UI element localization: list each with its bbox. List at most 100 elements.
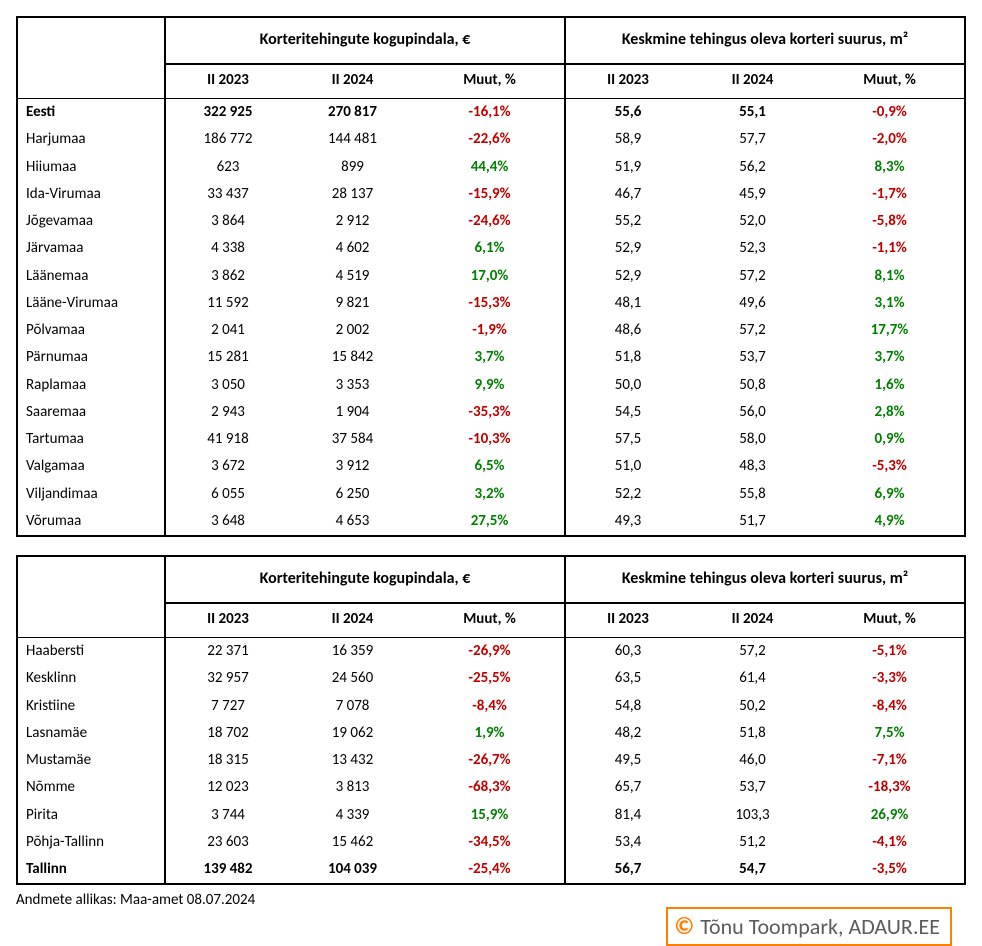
row-label: Nõmme (17, 774, 165, 801)
area-y1: 3 862 (165, 263, 290, 290)
header-blank (17, 17, 165, 64)
area-y2: 3 912 (290, 453, 415, 480)
area-y2: 4 602 (290, 235, 415, 262)
size-change: 0,9% (815, 426, 965, 453)
header-group-area: Korteritehingute kogupindala, € (165, 556, 565, 603)
area-y2: 15 462 (290, 829, 415, 856)
area-y2: 15 842 (290, 344, 415, 371)
area-y2: 899 (290, 154, 415, 181)
area-y2: 9 821 (290, 290, 415, 317)
area-y2: 28 137 (290, 181, 415, 208)
area-y2: 6 250 (290, 481, 415, 508)
size-change: -0,9% (815, 99, 965, 127)
area-y1: 41 918 (165, 426, 290, 453)
size-y2: 58,0 (690, 426, 815, 453)
area-change: 1,9% (415, 720, 565, 747)
size-y2: 51,7 (690, 508, 815, 536)
size-change: -5,1% (815, 638, 965, 666)
area-y1: 186 772 (165, 126, 290, 153)
size-change: 2,8% (815, 399, 965, 426)
row-label: Valgamaa (17, 453, 165, 480)
area-y1: 3 648 (165, 508, 290, 536)
size-y1: 58,9 (565, 126, 690, 153)
area-y1: 7 727 (165, 693, 290, 720)
size-y1: 51,8 (565, 344, 690, 371)
row-label: Kristiine (17, 693, 165, 720)
size-y1: 55,2 (565, 208, 690, 235)
area-change: 15,9% (415, 802, 565, 829)
area-y2: 2 002 (290, 317, 415, 344)
size-y1: 55,6 (565, 99, 690, 127)
table-counties: Korteritehingute kogupindala, € Keskmine… (16, 16, 966, 537)
header-group-size: Keskmine tehingus oleva korteri suurus, … (565, 17, 965, 64)
size-change: -3,3% (815, 665, 965, 692)
area-y2: 270 817 (290, 99, 415, 127)
size-change: 4,9% (815, 508, 965, 536)
size-change: -1,7% (815, 181, 965, 208)
area-y2: 16 359 (290, 638, 415, 666)
copyright-icon: © (674, 912, 694, 941)
size-y2: 46,0 (690, 747, 815, 774)
size-y1: 51,0 (565, 453, 690, 480)
size-y2: 57,2 (690, 317, 815, 344)
area-change: 44,4% (415, 154, 565, 181)
size-y2: 50,2 (690, 693, 815, 720)
table-row: Harjumaa186 772144 481-22,6%58,957,7-2,0… (17, 126, 965, 153)
size-change: 26,9% (815, 802, 965, 829)
credit-badge: © Tõnu Toompark, ADAUR.EE (666, 907, 952, 946)
area-change: -15,3% (415, 290, 565, 317)
area-y2: 13 432 (290, 747, 415, 774)
row-label: Viljandimaa (17, 481, 165, 508)
area-change: 6,1% (415, 235, 565, 262)
size-y1: 60,3 (565, 638, 690, 666)
area-change: -68,3% (415, 774, 565, 801)
area-y1: 3 744 (165, 802, 290, 829)
col-area-chg: Muut, % (415, 603, 565, 638)
size-y2: 48,3 (690, 453, 815, 480)
area-change: -25,4% (415, 856, 565, 884)
row-label: Tartumaa (17, 426, 165, 453)
area-y1: 18 702 (165, 720, 290, 747)
table-row: Hiiumaa62389944,4%51,956,28,3% (17, 154, 965, 181)
size-y1: 63,5 (565, 665, 690, 692)
size-y1: 49,5 (565, 747, 690, 774)
size-change: -18,3% (815, 774, 965, 801)
size-change: -5,3% (815, 453, 965, 480)
table-row: Põhja-Tallinn23 60315 462-34,5%53,451,2-… (17, 829, 965, 856)
row-label: Mustamäe (17, 747, 165, 774)
size-change: -2,0% (815, 126, 965, 153)
col-size-chg: Muut, % (815, 64, 965, 99)
table-row: Lasnamäe18 70219 0621,9%48,251,87,5% (17, 720, 965, 747)
area-y1: 32 957 (165, 665, 290, 692)
area-y1: 322 925 (165, 99, 290, 127)
table-row: Kesklinn32 95724 560-25,5%63,561,4-3,3% (17, 665, 965, 692)
size-y2: 54,7 (690, 856, 815, 884)
area-change: 17,0% (415, 263, 565, 290)
area-y2: 1 904 (290, 399, 415, 426)
table-row: Järvamaa4 3384 6026,1%52,952,3-1,1% (17, 235, 965, 262)
table-row: Läänemaa3 8624 51917,0%52,957,28,1% (17, 263, 965, 290)
size-y2: 103,3 (690, 802, 815, 829)
table-row: Tartumaa41 91837 584-10,3%57,558,00,9% (17, 426, 965, 453)
row-label: Järvamaa (17, 235, 165, 262)
size-change: 3,1% (815, 290, 965, 317)
size-y1: 57,5 (565, 426, 690, 453)
area-change: 3,7% (415, 344, 565, 371)
area-y1: 3 050 (165, 372, 290, 399)
row-label: Põlvamaa (17, 317, 165, 344)
table-row: Haabersti22 37116 359-26,9%60,357,2-5,1% (17, 638, 965, 666)
row-label: Jõgevamaa (17, 208, 165, 235)
size-y1: 51,9 (565, 154, 690, 181)
row-label: Ida-Virumaa (17, 181, 165, 208)
table-row: Viljandimaa6 0556 2503,2%52,255,86,9% (17, 481, 965, 508)
size-y2: 55,8 (690, 481, 815, 508)
area-y2: 24 560 (290, 665, 415, 692)
size-y2: 49,6 (690, 290, 815, 317)
size-y2: 52,0 (690, 208, 815, 235)
area-change: -34,5% (415, 829, 565, 856)
size-y2: 57,7 (690, 126, 815, 153)
area-y1: 22 371 (165, 638, 290, 666)
size-change: -8,4% (815, 693, 965, 720)
area-change: -10,3% (415, 426, 565, 453)
table-row: Eesti322 925270 817-16,1%55,655,1-0,9% (17, 99, 965, 127)
